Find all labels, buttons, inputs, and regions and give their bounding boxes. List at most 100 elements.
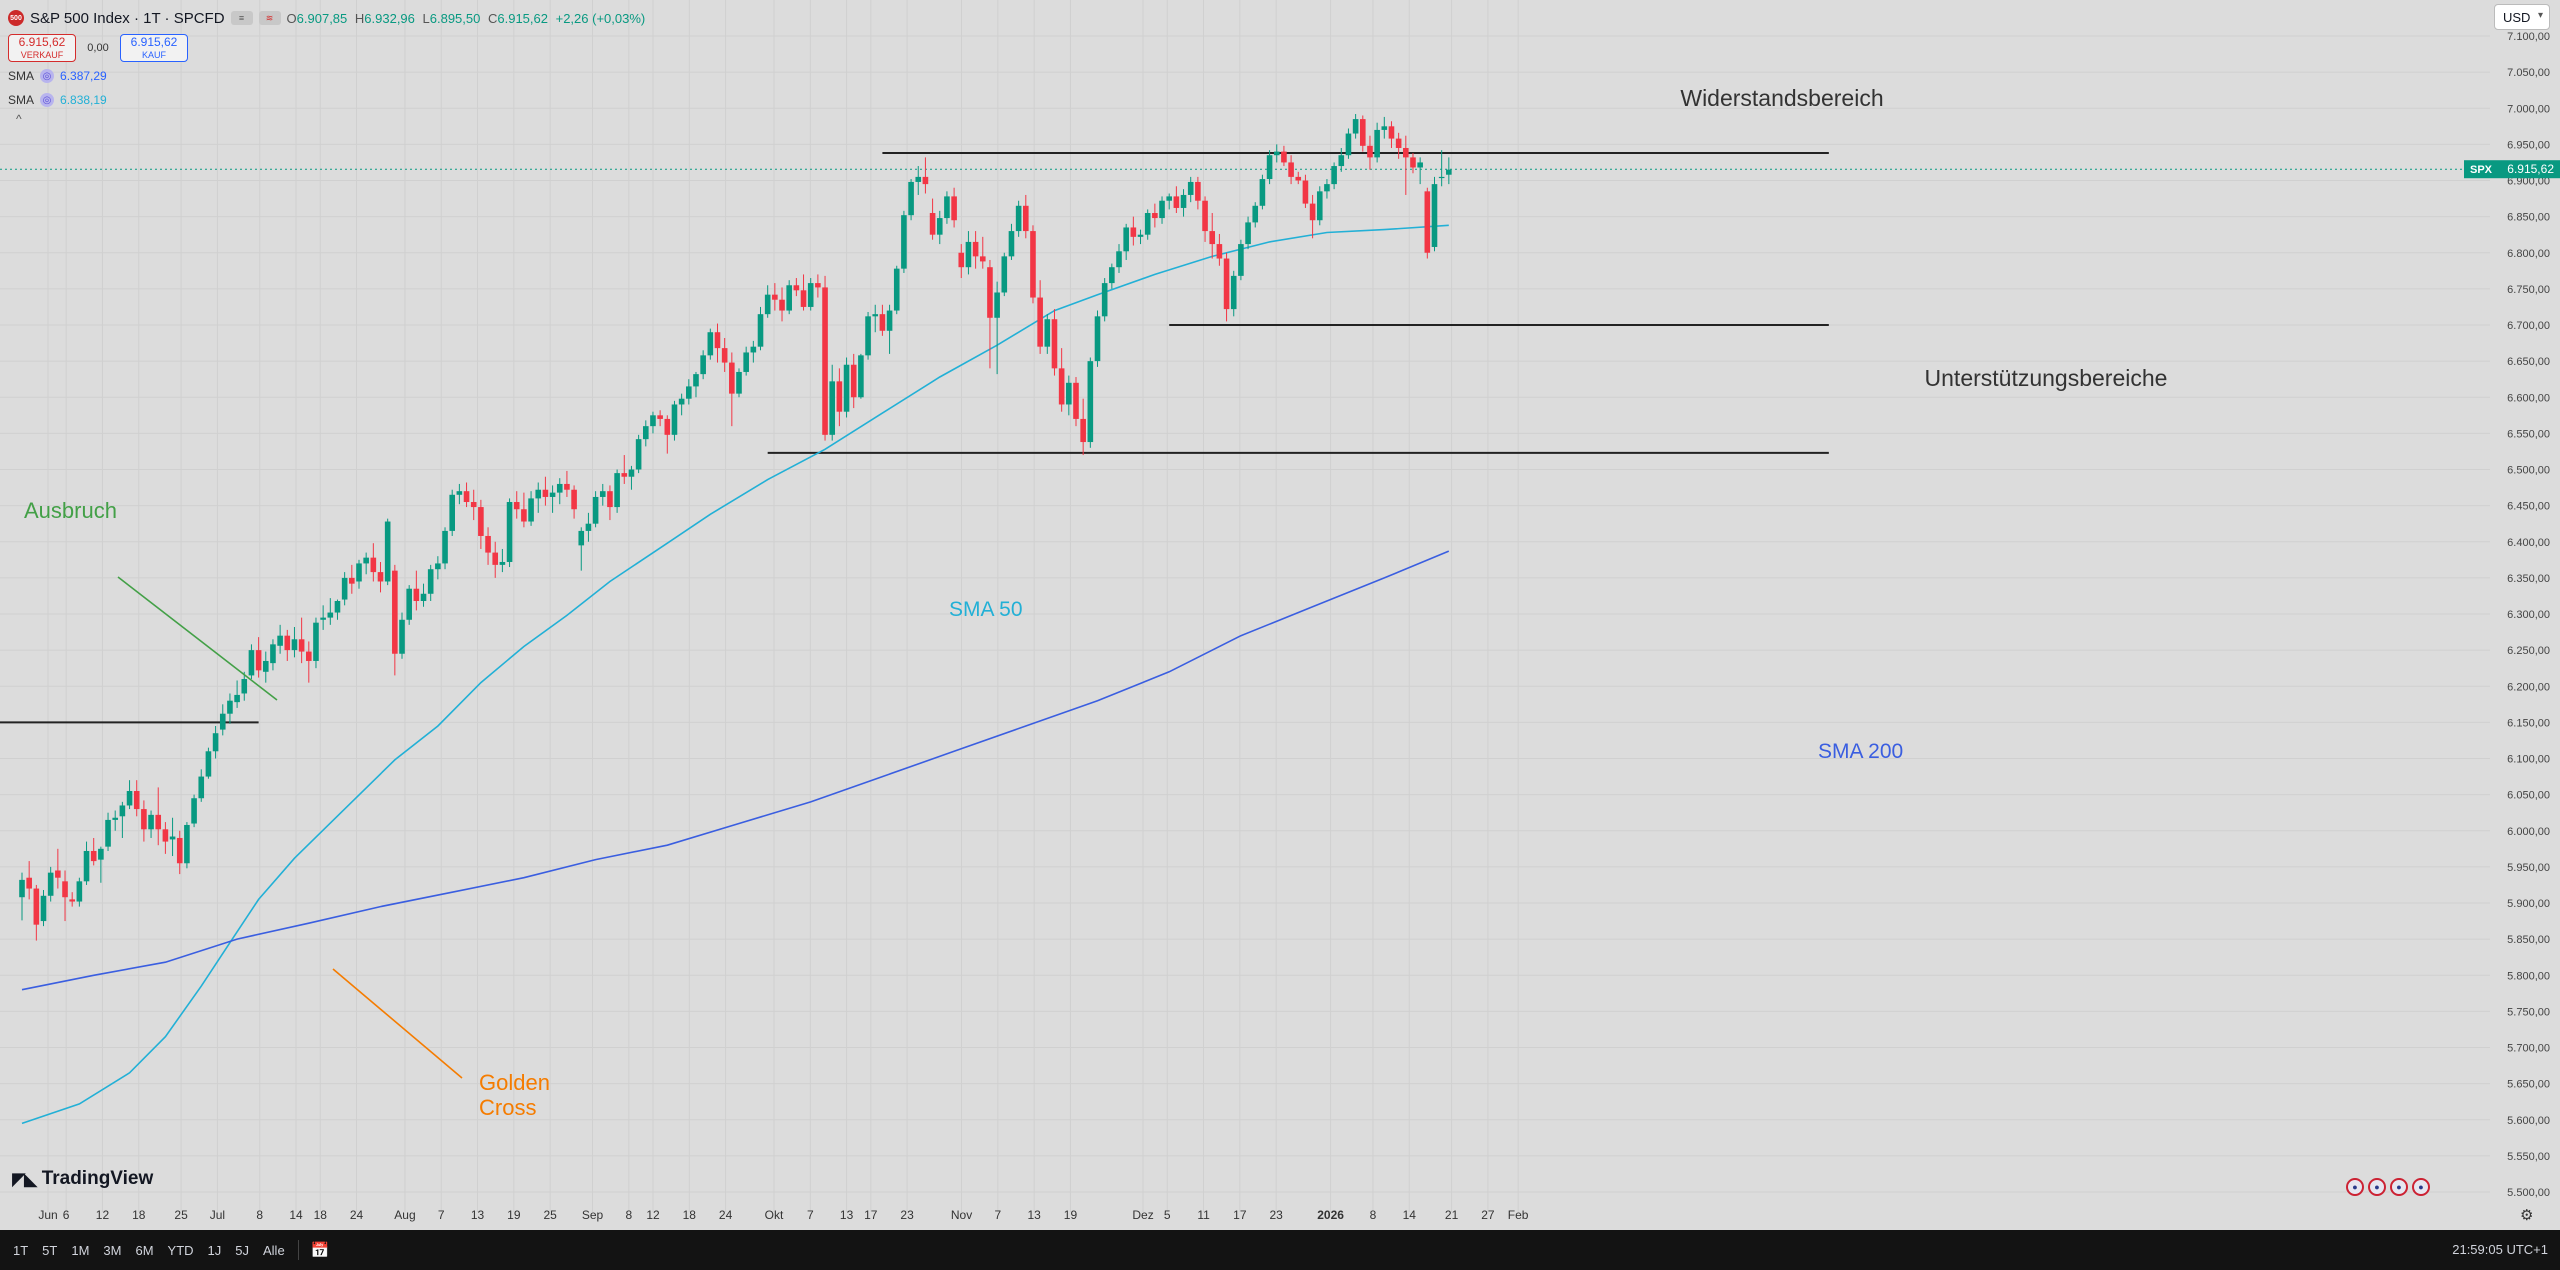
candle[interactable]: [865, 311, 871, 360]
candle[interactable]: [979, 236, 986, 269]
candle[interactable]: [241, 671, 248, 701]
currency-select[interactable]: USD ▾: [2494, 4, 2550, 30]
candle[interactable]: [893, 265, 900, 315]
candle[interactable]: [1446, 157, 1452, 185]
candle[interactable]: [1101, 278, 1108, 322]
candle[interactable]: [470, 489, 477, 521]
candle[interactable]: [349, 564, 355, 594]
candle[interactable]: [377, 561, 384, 593]
news-flag-icon[interactable]: ●: [2412, 1178, 2430, 1196]
candle[interactable]: [270, 639, 276, 671]
candle[interactable]: [578, 527, 585, 571]
candle[interactable]: [1359, 115, 1366, 152]
candle[interactable]: [191, 794, 197, 828]
candle[interactable]: [693, 371, 699, 398]
candle[interactable]: [90, 837, 97, 866]
candle[interactable]: [664, 415, 671, 454]
candle[interactable]: [1388, 121, 1395, 148]
candle[interactable]: [879, 304, 886, 336]
candle[interactable]: [908, 179, 914, 221]
candle[interactable]: [592, 491, 599, 528]
candle[interactable]: [585, 512, 592, 542]
candle[interactable]: [1302, 174, 1309, 208]
candle[interactable]: [1352, 114, 1359, 139]
candle[interactable]: [1015, 200, 1022, 237]
flag-wave-icon[interactable]: ≋: [258, 11, 281, 25]
sma-indicator-row[interactable]: SMA ◎ 6.838,19: [8, 90, 649, 110]
candle[interactable]: [929, 198, 936, 240]
candle[interactable]: [499, 548, 506, 573]
candle[interactable]: [958, 244, 965, 279]
candle[interactable]: [1116, 244, 1122, 273]
candle[interactable]: [399, 612, 405, 659]
candle[interactable]: [298, 617, 305, 664]
candle[interactable]: [815, 274, 821, 298]
candle[interactable]: [1180, 189, 1187, 217]
range-button-1t[interactable]: 1T: [13, 1242, 29, 1258]
candle[interactable]: [564, 470, 570, 497]
candle[interactable]: [1273, 144, 1280, 163]
clock[interactable]: 21:59:05 UTC+1: [2452, 1242, 2548, 1257]
candle[interactable]: [1230, 270, 1237, 317]
candle[interactable]: [549, 485, 556, 513]
chevron-up-icon[interactable]: ^: [16, 112, 22, 126]
candle[interactable]: [671, 400, 678, 441]
candle[interactable]: [234, 680, 240, 708]
candle[interactable]: [779, 287, 785, 322]
candle[interactable]: [55, 848, 61, 889]
candle[interactable]: [521, 492, 527, 528]
candle[interactable]: [112, 810, 119, 831]
candle[interactable]: [858, 353, 864, 399]
candle[interactable]: [1130, 216, 1137, 246]
candle[interactable]: [313, 617, 319, 669]
tradingview-logo[interactable]: ◤◣ TradingView: [12, 1168, 153, 1190]
candle[interactable]: [513, 491, 520, 519]
candle[interactable]: [370, 543, 377, 582]
candle[interactable]: [972, 231, 979, 269]
flag-menu-icon[interactable]: ≡: [230, 11, 253, 25]
candle[interactable]: [105, 812, 111, 851]
candle[interactable]: [556, 478, 563, 505]
candle[interactable]: [994, 281, 1000, 375]
news-markers[interactable]: ● ● ● ●: [2346, 1178, 2430, 1196]
candle[interactable]: [901, 210, 907, 273]
candle[interactable]: [1245, 216, 1251, 250]
candle[interactable]: [850, 353, 857, 409]
candle[interactable]: [1058, 348, 1065, 412]
candle[interactable]: [478, 499, 484, 549]
candle[interactable]: [987, 259, 993, 369]
candle[interactable]: [284, 629, 291, 661]
calendar-icon[interactable]: 📅: [310, 1242, 330, 1259]
candle[interactable]: [427, 564, 434, 601]
range-button-6m[interactable]: 6M: [135, 1242, 154, 1258]
candle[interactable]: [843, 357, 850, 418]
candle[interactable]: [1381, 116, 1388, 139]
range-button-ytd[interactable]: YTD: [167, 1242, 194, 1258]
breakout-arrow[interactable]: [117, 576, 278, 701]
sma50-line[interactable]: [21, 224, 1449, 1125]
candle[interactable]: [822, 275, 828, 441]
candle[interactable]: [291, 627, 298, 658]
candle[interactable]: [786, 280, 792, 315]
candle[interactable]: [413, 570, 420, 611]
sma-indicator-row[interactable]: SMA ◎ 6.387,29: [8, 66, 649, 86]
range-button-alle[interactable]: Alle: [263, 1242, 285, 1258]
gear-icon[interactable]: ⚙: [2520, 1207, 2534, 1224]
candle[interactable]: [1066, 375, 1072, 416]
candle[interactable]: [227, 693, 233, 724]
candle[interactable]: [1202, 196, 1208, 242]
candle[interactable]: [678, 393, 685, 416]
range-button-5t[interactable]: 5T: [42, 1242, 58, 1258]
candle[interactable]: [650, 411, 656, 434]
candle[interactable]: [198, 769, 205, 802]
candle[interactable]: [657, 410, 663, 427]
candle[interactable]: [169, 817, 176, 857]
candle[interactable]: [1309, 194, 1316, 239]
candle[interactable]: [686, 379, 692, 405]
buy-button[interactable]: 6.915,62 KAUF: [120, 34, 188, 62]
candle[interactable]: [707, 328, 714, 360]
candle[interactable]: [1123, 223, 1129, 260]
candle[interactable]: [1424, 187, 1431, 259]
candle[interactable]: [1288, 155, 1294, 185]
